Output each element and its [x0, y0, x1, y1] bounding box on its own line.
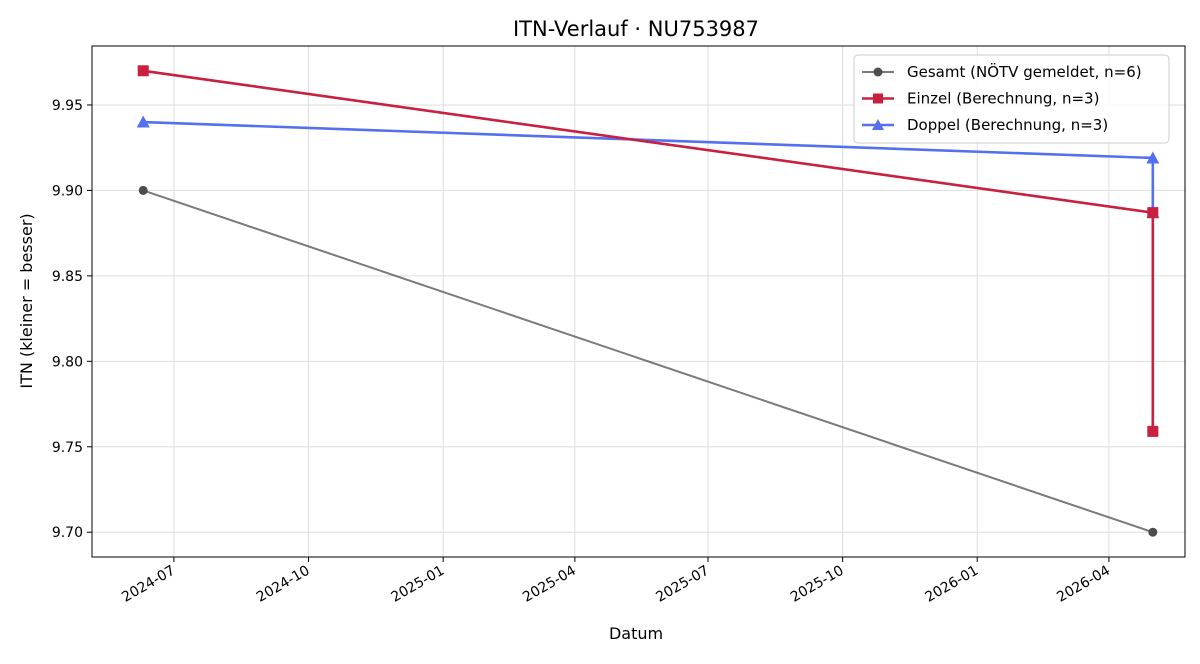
y-tick-label: 9.70 [52, 525, 83, 541]
plot-frame [91, 45, 1186, 558]
y-tick-label: 9.90 [52, 183, 83, 199]
x-axis-label: Datum [609, 624, 663, 643]
data-point-triangle [1146, 151, 1160, 164]
legend-label: Gesamt (NÖTV gemeldet, n=6) [907, 62, 1142, 81]
data-point-square [1147, 425, 1159, 437]
data-point-square [137, 65, 149, 77]
data-point-square [1147, 207, 1159, 219]
legend: Gesamt (NÖTV gemeldet, n=6) Einzel (Berec… [853, 54, 1170, 144]
data-point-square [873, 93, 883, 104]
data-point-circle [138, 185, 148, 195]
series-gesamt [138, 185, 1158, 537]
y-tick-label: 9.95 [52, 98, 83, 114]
series-layer [136, 65, 1160, 537]
legend-box [853, 54, 1170, 144]
series-line [142, 189, 1154, 534]
series-einzel [137, 65, 1159, 437]
legend-label: Einzel (Berechnung, n=3) [907, 90, 1099, 108]
chart-title: ITN-Verlauf · NU753987 [513, 17, 759, 41]
legend-label: Doppel (Berechnung, n=3) [907, 116, 1108, 134]
y-tick-label: 9.80 [52, 354, 83, 370]
y-tick-label: 9.85 [52, 269, 83, 285]
data-point-triangle [136, 115, 150, 128]
y-axis-label: ITN (kleiner = besser) [17, 213, 36, 388]
data-point-triangle [872, 119, 884, 130]
data-point-circle [1148, 527, 1158, 537]
data-point-circle [873, 67, 883, 77]
y-tick-label: 9.75 [52, 440, 83, 456]
